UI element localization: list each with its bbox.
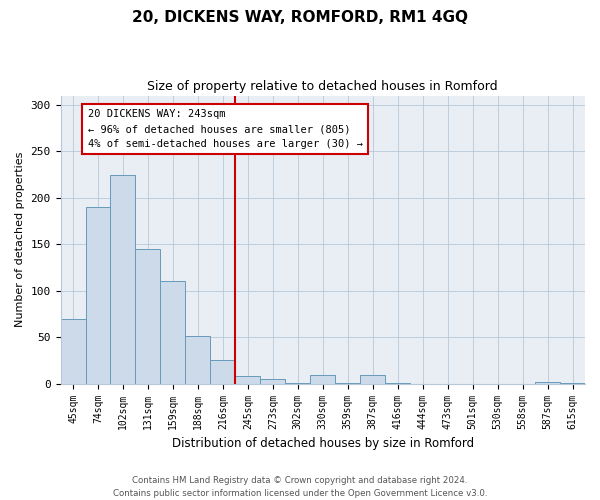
Bar bbox=[286, 383, 310, 384]
Bar bbox=[235, 376, 260, 384]
Bar bbox=[535, 382, 560, 384]
Title: Size of property relative to detached houses in Romford: Size of property relative to detached ho… bbox=[148, 80, 498, 93]
Y-axis label: Number of detached properties: Number of detached properties bbox=[15, 152, 25, 328]
Bar bbox=[385, 383, 410, 384]
Bar bbox=[211, 360, 235, 384]
Bar bbox=[260, 379, 286, 384]
Bar bbox=[86, 207, 110, 384]
Bar bbox=[110, 174, 136, 384]
Text: 20 DICKENS WAY: 243sqm
← 96% of detached houses are smaller (805)
4% of semi-det: 20 DICKENS WAY: 243sqm ← 96% of detached… bbox=[88, 110, 362, 149]
Bar bbox=[310, 376, 335, 384]
X-axis label: Distribution of detached houses by size in Romford: Distribution of detached houses by size … bbox=[172, 437, 474, 450]
Bar bbox=[335, 383, 360, 384]
Bar bbox=[360, 376, 385, 384]
Bar bbox=[560, 383, 585, 384]
Text: 20, DICKENS WAY, ROMFORD, RM1 4GQ: 20, DICKENS WAY, ROMFORD, RM1 4GQ bbox=[132, 10, 468, 25]
Bar bbox=[61, 318, 86, 384]
Text: Contains HM Land Registry data © Crown copyright and database right 2024.
Contai: Contains HM Land Registry data © Crown c… bbox=[113, 476, 487, 498]
Bar bbox=[160, 280, 185, 384]
Bar bbox=[136, 249, 160, 384]
Bar bbox=[185, 336, 211, 384]
